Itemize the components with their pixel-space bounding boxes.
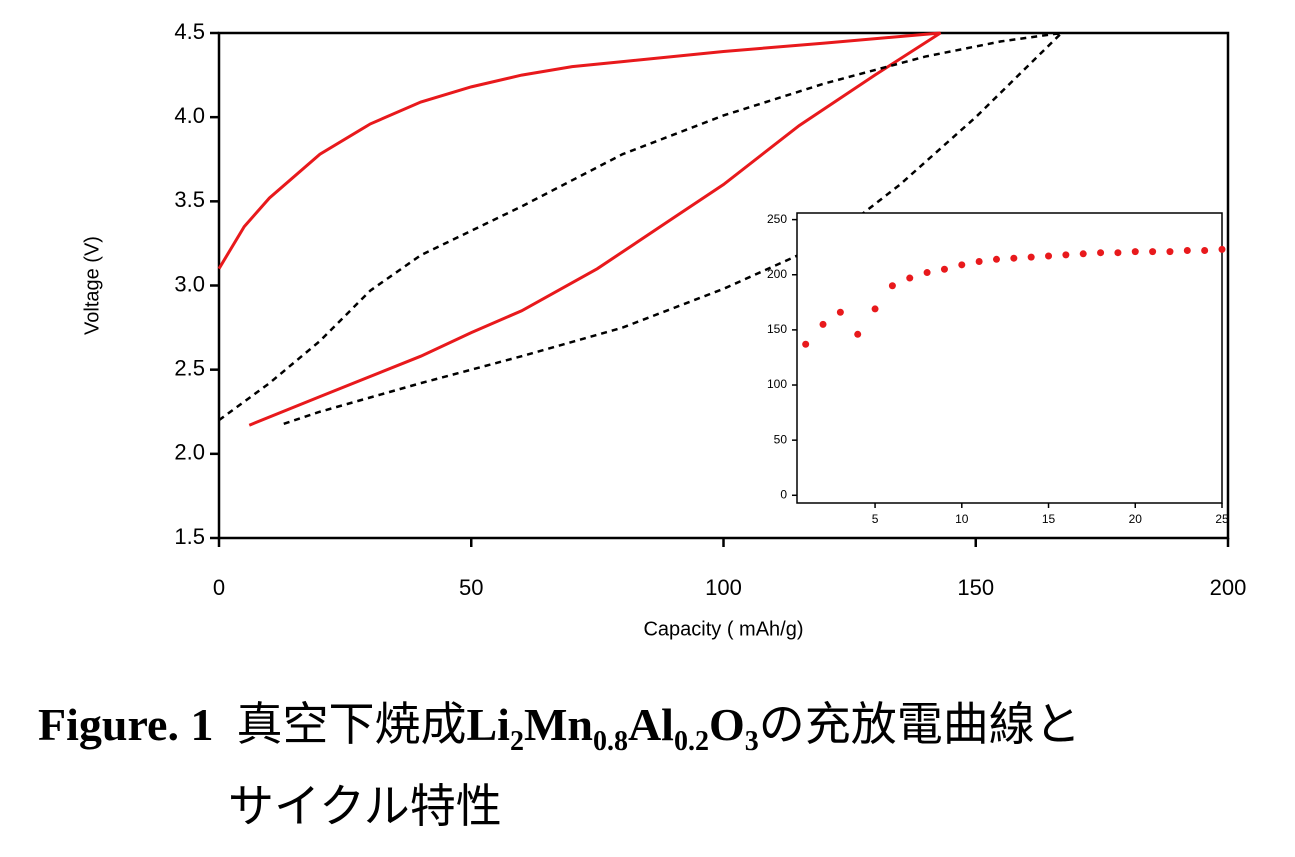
chart: 1.52.02.53.03.54.04.50 50 100 150 200Capacit… xyxy=(81,19,1247,640)
data-point xyxy=(1045,252,1053,260)
data-point xyxy=(992,255,1000,263)
y-tick-label: 4.5 xyxy=(174,19,205,44)
y-tick-label: 2.5 xyxy=(174,355,205,380)
data-point xyxy=(958,261,966,269)
data-point xyxy=(1010,254,1018,262)
formula: Li xyxy=(466,699,510,750)
data-point xyxy=(871,305,879,313)
x-tick-label: 10 xyxy=(955,512,969,526)
data-point xyxy=(1097,249,1105,257)
data-point xyxy=(1183,246,1191,254)
data-point xyxy=(1079,250,1087,258)
formula-sub: 3 xyxy=(744,726,759,757)
formula-sub: 0.2 xyxy=(673,726,709,757)
data-point xyxy=(802,340,810,348)
data-point xyxy=(1027,253,1035,261)
y-tick-label: 4.0 xyxy=(174,103,205,128)
y-tick-label: 200 xyxy=(767,267,787,281)
x-tick-label: 0 xyxy=(213,575,225,600)
data-point xyxy=(1149,248,1157,256)
formula-sub: 0.8 xyxy=(592,726,628,757)
data-point xyxy=(1131,248,1139,256)
y-axis-label: Voltage (V) xyxy=(81,236,103,335)
x-tick-label: 50 xyxy=(459,575,483,600)
data-point xyxy=(940,265,948,273)
y-tick-label: 50 xyxy=(774,432,788,446)
data-point xyxy=(1218,245,1226,253)
formula: Al xyxy=(627,699,674,750)
data-point xyxy=(1062,251,1070,259)
y-tick-label: 3.0 xyxy=(174,271,205,296)
data-point xyxy=(923,269,931,277)
data-point xyxy=(836,308,844,316)
x-tick-label: 5 xyxy=(872,512,879,526)
y-tick-label: 150 xyxy=(767,322,787,336)
x-axis-label: Capacity ( mAh/g) xyxy=(643,618,803,640)
data-point xyxy=(1201,246,1209,254)
series-line xyxy=(218,31,1066,427)
y-tick-label: 2.0 xyxy=(174,440,205,465)
data-point xyxy=(854,330,862,338)
data-point xyxy=(1166,248,1174,256)
y-tick-label: 0 xyxy=(780,487,787,501)
data-point xyxy=(906,274,914,282)
series-line xyxy=(217,31,942,427)
y-tick-label: 250 xyxy=(767,212,787,226)
caption-text: の充放電曲線と xyxy=(758,697,1081,751)
data-point xyxy=(819,320,827,328)
formula: Mn xyxy=(523,699,593,750)
formula-sub: 2 xyxy=(509,726,524,757)
x-tick-label: 20 xyxy=(1129,512,1143,526)
x-tick-label: 150 xyxy=(957,575,994,600)
x-tick-label: 100 xyxy=(705,575,742,600)
plot-frame xyxy=(796,212,1223,504)
formula: O xyxy=(708,699,745,750)
caption-text: 真空下焼成 xyxy=(236,697,467,751)
data-point xyxy=(1114,249,1122,257)
caption-line-1: Figure. 1 真空下焼成Li2Mn0.8Al0.2O3の充放電曲線と xyxy=(38,688,1081,757)
x-tick-label: 200 xyxy=(1210,575,1247,600)
x-tick-label: 15 xyxy=(1042,512,1056,526)
caption-label: Figure. 1 xyxy=(38,699,214,750)
caption-line-2: サイクル特性 xyxy=(228,779,502,833)
data-point xyxy=(888,282,896,290)
x-tick-label: 25 xyxy=(1215,512,1229,526)
y-tick-label: 100 xyxy=(767,377,787,391)
y-tick-label: 1.5 xyxy=(174,524,205,549)
y-tick-label: 3.5 xyxy=(174,187,205,212)
data-point xyxy=(975,258,983,266)
